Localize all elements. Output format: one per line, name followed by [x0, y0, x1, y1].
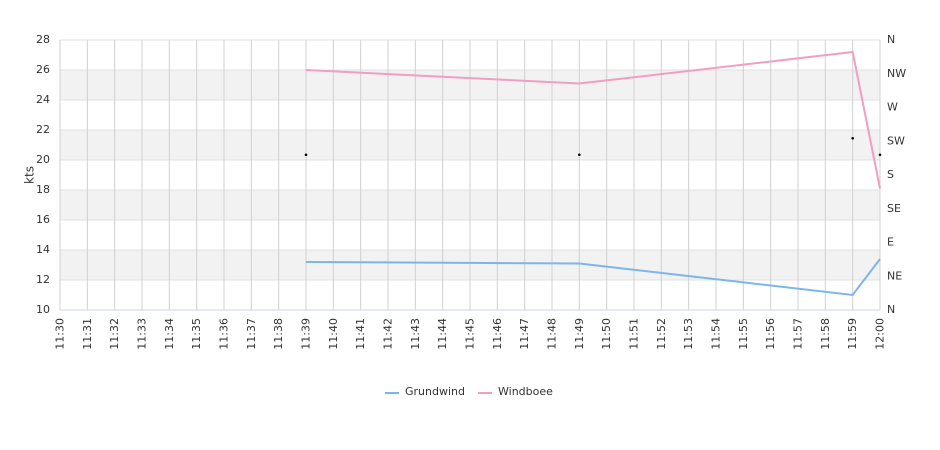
y-tick-label: 12	[36, 273, 50, 286]
y-tick-label: 14	[36, 243, 50, 256]
x-tick-label: 11:37	[245, 318, 258, 350]
legend-label: Windboee	[498, 385, 553, 398]
x-tick-label: 11:40	[327, 318, 340, 350]
x-tick-label: 11:47	[518, 318, 531, 350]
x-tick-label: 11:32	[108, 318, 121, 350]
y-tick-label: 10	[36, 303, 50, 316]
direction-point	[851, 136, 854, 140]
direction-point	[878, 153, 882, 157]
y2-tick-label: W	[887, 101, 898, 114]
x-tick-label: 11:34	[163, 318, 176, 350]
direction-point	[304, 153, 308, 157]
x-tick-label: 11:52	[655, 318, 668, 350]
x-tick-label: 11:49	[573, 318, 586, 350]
x-tick-label: 11:54	[710, 318, 723, 350]
y2-tick-label: N	[887, 303, 895, 316]
x-tick-label: 11:30	[54, 318, 67, 350]
y-tick-label: 20	[36, 153, 50, 166]
x-tick-label: 11:50	[600, 318, 613, 350]
y2-tick-label: SE	[887, 202, 901, 215]
y2-tick-label: S	[887, 168, 894, 181]
x-tick-label: 11:55	[737, 318, 750, 350]
direction-point	[578, 153, 581, 157]
legend-label: Grundwind	[405, 385, 465, 398]
x-tick-label: 11:57	[792, 318, 805, 350]
x-tick-label: 11:45	[464, 318, 477, 350]
x-tick-label: 11:39	[300, 318, 313, 350]
series-line	[305, 258, 881, 297]
x-tick-label: 11:58	[819, 318, 832, 350]
x-tick-label: 11:48	[546, 318, 559, 350]
x-tick-label: 11:38	[272, 318, 285, 350]
x-tick-label: 11:31	[81, 318, 94, 350]
y2-tick-label: SW	[887, 134, 905, 147]
y2-tick-label: E	[887, 236, 894, 249]
x-tick-label: 11:41	[354, 318, 367, 350]
x-tick-label: 11:56	[764, 318, 777, 350]
y-tick-label: 28	[36, 33, 50, 46]
x-tick-label: 11:53	[682, 318, 695, 350]
x-tick-label: 11:44	[436, 318, 449, 350]
x-tick-label: 11:33	[136, 318, 149, 350]
y-tick-label: 24	[36, 93, 50, 106]
x-tick-label: 11:43	[409, 318, 422, 350]
x-tick-label: 11:36	[218, 318, 231, 350]
y-tick-label: 26	[36, 63, 50, 76]
x-tick-label: 12:00	[874, 318, 887, 350]
series-line	[305, 50, 881, 189]
y2-tick-label: NE	[887, 269, 902, 282]
x-tick-label: 11:46	[491, 318, 504, 350]
x-tick-label: 11:51	[628, 318, 641, 350]
y-tick-label: 18	[36, 183, 50, 196]
x-tick-label: 11:35	[190, 318, 203, 350]
y-tick-label: 22	[36, 123, 50, 136]
x-tick-label: 11:42	[382, 318, 395, 350]
x-tick-label: 11:59	[846, 318, 859, 350]
y2-tick-label: NW	[887, 67, 906, 80]
y2-tick-label: N	[887, 33, 895, 46]
y-tick-label: 16	[36, 213, 50, 226]
y-axis-label: kts	[23, 166, 37, 184]
